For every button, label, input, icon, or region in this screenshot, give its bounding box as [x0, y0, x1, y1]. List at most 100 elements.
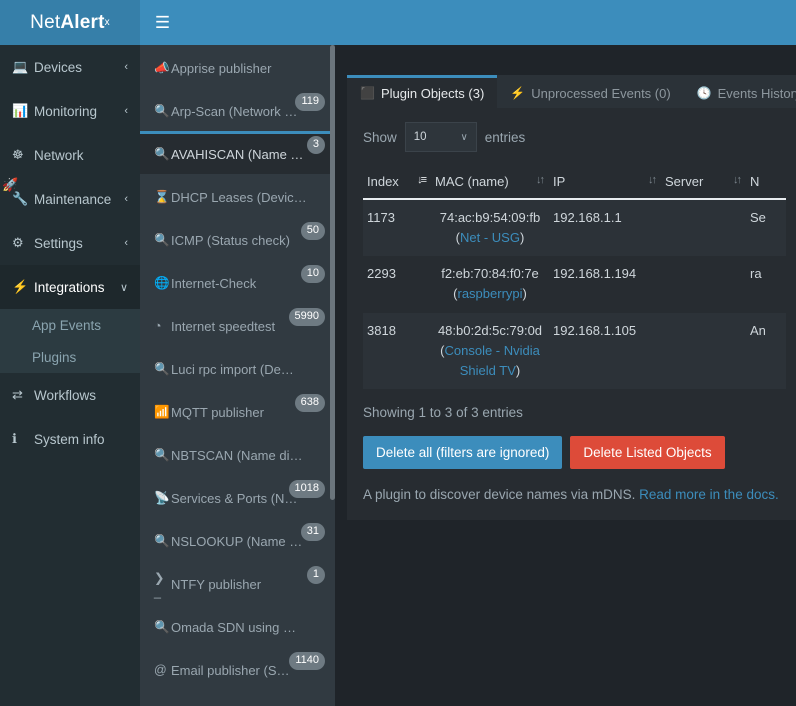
plugin-count-badge: 1 — [306, 566, 325, 584]
cell-index: 3818 — [367, 322, 396, 338]
hamburger-menu-icon[interactable]: ☰ — [154, 12, 171, 32]
tab-icon: 🕓 — [696, 86, 712, 100]
chevron-left-icon: ‹ — [124, 237, 128, 249]
plugin-icon: 🔍 — [154, 533, 170, 548]
table-header-row: Index ↓≡ MAC (name) ↓↑ IP ↓↑ Server ↓↑ N — [363, 168, 786, 200]
plugin-list-item[interactable]: ❯_ NTFY publisher 1 — [140, 561, 335, 604]
sidebar-item-workflows[interactable]: ⇄ Workflows — [0, 373, 140, 417]
device-name-link[interactable]: Console - Nvidia Shield TV — [444, 342, 540, 378]
tab-icon: ⚡ — [510, 86, 526, 100]
app-logo[interactable]: Net Alert x — [0, 0, 140, 45]
table-header-label: MAC (name) — [435, 174, 509, 189]
navbar: ☰ — [140, 0, 796, 45]
sidebar-item-monitoring[interactable]: 📊 Monitoring ‹ — [0, 89, 140, 133]
plugin-count-badge: 119 — [295, 93, 325, 111]
table-header-n[interactable]: N — [746, 168, 786, 200]
tab-unprocessed-events-0[interactable]: ⚡ Unprocessed Events (0) — [497, 75, 684, 108]
brand-part2: Alert — [60, 11, 105, 33]
table-row[interactable]: 1173 74:ac:b9:54:09:fb (Net - USG) 192.168… — [363, 199, 786, 257]
sidebar-item-label: System info — [34, 431, 105, 447]
plugin-count-badge: 1018 — [288, 480, 325, 498]
plugin-list-item-label: Luci rpc import (De… — [171, 361, 294, 377]
plugin-list-item[interactable]: 🔍 NSLOOKUP (Name … 31 — [140, 518, 335, 561]
tab-events-history-6[interactable]: 🕓 Events History (6) — [683, 75, 796, 108]
delete-listed-objects-button[interactable]: Delete Listed Objects — [570, 435, 725, 469]
plugin-icon: 📣 — [154, 60, 170, 75]
plugin-objects-table: Index ↓≡ MAC (name) ↓↑ IP ↓↑ Server ↓↑ N 1173 74:… — [363, 168, 786, 389]
page-size-select[interactable]: 10 ∨ — [404, 122, 477, 152]
sidebar-item-network[interactable]: ☸ Network — [0, 133, 140, 177]
table-header-server[interactable]: Server ↓↑ — [661, 168, 746, 200]
plugin-list-item[interactable]: 📡 Services & Ports (N… 1018 — [140, 475, 335, 518]
gear-icon: ⚙ — [12, 235, 24, 250]
plugin-count-badge: 3 — [306, 136, 325, 154]
table-header-mac-name-[interactable]: MAC (name) ↓↑ — [431, 168, 549, 200]
sidebar-item-maintenance[interactable]: 🔧 Maintenance ‹ — [0, 177, 140, 221]
plugin-list-item[interactable]: 🔍 ICMP (Status check) 50 — [140, 217, 335, 260]
plugin-list-item[interactable]: 🔍 AVAHISCAN (Name … 3 — [140, 131, 335, 174]
cell-n: An — [750, 322, 766, 338]
plugin-list-item-label: Internet-Check — [171, 275, 257, 291]
sort-icon[interactable]: ↓≡ — [417, 174, 427, 186]
sidebar-item-label: Integrations — [34, 279, 105, 295]
page-size-value: 10 — [413, 131, 427, 143]
sidebar-item-devices[interactable]: 💻 Devices ‹ — [0, 45, 140, 89]
tab-label: Unprocessed Events (0) — [531, 85, 671, 101]
scrollbar-thumb[interactable] — [330, 45, 335, 500]
sidebar-item-app-events[interactable]: App Events — [32, 317, 102, 333]
plugin-list-item[interactable]: 📶 MQTT publisher 638 — [140, 389, 335, 432]
delete-all-button[interactable]: Delete all (filters are ignored) — [363, 435, 563, 469]
chevron-left-icon: ‹ — [124, 105, 128, 117]
table-header-label: Server — [665, 174, 704, 189]
plugin-description: A plugin to discover device names via mD… — [363, 487, 780, 502]
plugin-list-item[interactable]: 🔍 Arp-Scan (Network … 119 — [140, 88, 335, 131]
plugin-list-item[interactable]: ◔ Internet speedtest 5990 — [140, 303, 335, 346]
plugin-count-badge: 31 — [300, 523, 325, 541]
plugin-list-item[interactable]: ⌛ DHCP Leases (Devic… — [140, 174, 335, 217]
sidebar-item-label: Monitoring — [34, 103, 98, 119]
plugin-list-item-label: NTFY publisher — [171, 576, 262, 592]
sidebar-item-plugins[interactable]: Plugins — [32, 349, 77, 365]
cell-ip: 192.168.1.1 — [553, 210, 622, 225]
table-length-control: Show 10 ∨ entries — [363, 122, 780, 152]
plugin-list-scrollbar[interactable] — [330, 45, 335, 706]
plugin-list-item[interactable]: 📣 Apprise publisher — [140, 45, 335, 88]
plugin-list-item[interactable]: 🌐 Internet-Check 10 — [140, 260, 335, 303]
sort-icon[interactable]: ↓↑ — [536, 174, 545, 186]
table-summary: Showing 1 to 3 of 3 entries — [363, 404, 523, 420]
tab-plugin-objects-3[interactable]: ⬛ Plugin Objects (3) — [347, 75, 498, 108]
device-name-link[interactable]: Net - USG — [460, 230, 520, 246]
plugin-list-item[interactable]: @ Email publisher (S… 1140 — [140, 647, 335, 690]
sidebar-item-settings[interactable]: ⚙ Settings ‹ — [0, 221, 140, 265]
plugin-list-item[interactable]: 🔍 Luci rpc import (De… — [140, 346, 335, 389]
mac-address: 74:ac:b9:54:09:fb — [439, 210, 541, 225]
chevron-down-icon: ∨ — [119, 281, 128, 294]
shuffle-icon: ⇄ — [12, 387, 23, 402]
sidebar-item-integrations[interactable]: ⚡ Integrations ∨ — [0, 265, 140, 309]
cell-mac-name: 48:b0:2d:5c:79:0d (Console - Nvidia Shie… — [437, 322, 543, 378]
chart-icon: 📊 — [12, 103, 29, 118]
integrations-submenu: App Events Plugins — [0, 309, 140, 373]
chevron-left-icon: ‹ — [124, 193, 128, 205]
plugin-icon: 🔍 — [154, 103, 170, 118]
sidebar: 💻 Devices ‹ 📊 Monitoring ‹ ☸ Network 🔧 M… — [0, 45, 140, 706]
device-name-link[interactable]: raspberrypi — [457, 286, 523, 302]
plugin-list-item[interactable]: 🔍 Omada SDN using … — [140, 604, 335, 647]
sidebar-item-system-info[interactable]: ℹ System info — [0, 417, 140, 461]
tab-bar: ⬛ Plugin Objects (3) ⚡ Unprocessed Events (… — [347, 75, 796, 108]
table-row[interactable]: 3818 48:b0:2d:5c:79:0d (Console - Nvidia … — [363, 312, 786, 389]
chevron-down-icon: ∨ — [460, 131, 468, 143]
brand-superscript: x — [104, 17, 110, 28]
table-row[interactable]: 2293 f2:eb:70:84:f0:7e (raspberrypi) 192.1… — [363, 256, 786, 313]
plugin-description-text: A plugin to discover device names via mD… — [363, 486, 636, 502]
sort-icon[interactable]: ↓↑ — [648, 174, 657, 186]
sort-icon[interactable]: ↓↑ — [733, 174, 742, 186]
table-header-index[interactable]: Index ↓≡ — [363, 168, 431, 200]
table-header-ip[interactable]: IP ↓↑ — [549, 168, 661, 200]
table-body: 1173 74:ac:b9:54:09:fb (Net - USG) 192.168… — [363, 199, 786, 389]
plugin-icon: 🌐 — [154, 275, 170, 290]
docs-link[interactable]: Read more in the docs. — [639, 486, 779, 502]
cell-n: Se — [750, 210, 766, 225]
cell-server — [661, 256, 746, 312]
plugin-list-item[interactable]: 🔍 NBTSCAN (Name di… — [140, 432, 335, 475]
